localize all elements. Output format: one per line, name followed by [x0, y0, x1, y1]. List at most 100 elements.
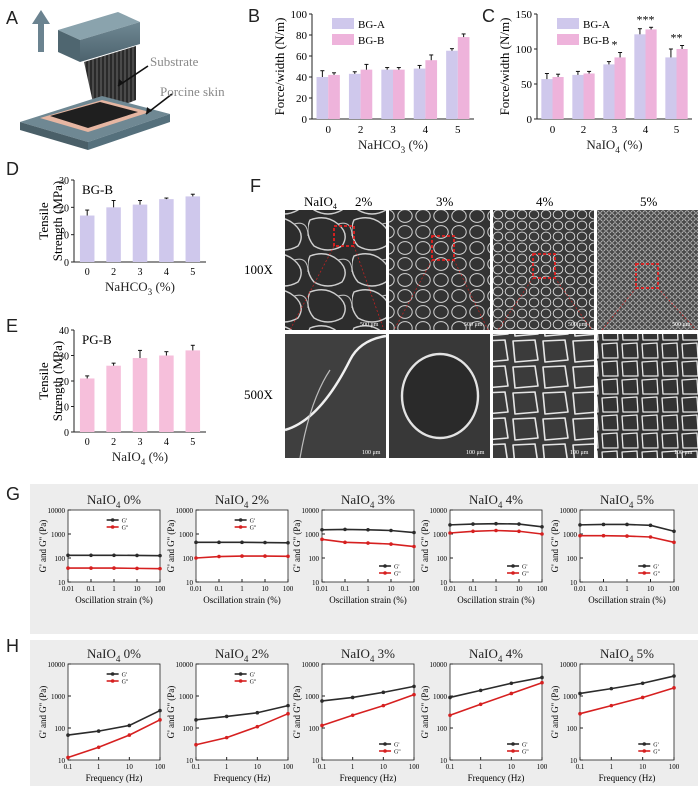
- series-g-prime-point: [471, 522, 475, 526]
- x-tick-label: 0.01: [190, 585, 203, 593]
- series-g-double-prime-point: [286, 554, 290, 558]
- x-tick-label: 2: [111, 267, 116, 278]
- x-axis-label: NaIO4 (%): [112, 449, 168, 467]
- series-g-prime-point: [343, 528, 347, 532]
- bar: [349, 74, 361, 119]
- bar: [80, 378, 95, 432]
- x-tick-label: 2: [358, 124, 364, 136]
- bar: [572, 75, 583, 119]
- legend-marker: [239, 518, 243, 522]
- plot-area: [196, 664, 288, 760]
- series-g-prime-point: [448, 696, 452, 700]
- series-g-prime-point: [135, 554, 139, 558]
- x-tick-label: 100: [409, 763, 420, 771]
- series-g-double-prime-point: [112, 566, 116, 570]
- series-g-double-prime-point: [412, 545, 416, 549]
- series-g-prime-point: [351, 696, 355, 700]
- legend-swatch: [332, 18, 354, 29]
- bar: [615, 57, 626, 119]
- x-tick-label: 0.01: [62, 585, 75, 593]
- series-g-double-prime-point: [578, 534, 582, 538]
- x-tick-label: 0.1: [341, 585, 350, 593]
- y-tick-label: 100: [437, 555, 448, 563]
- series-g-prime-point: [225, 715, 229, 719]
- legend-label: G'': [250, 526, 257, 532]
- y-tick-label: 10000: [176, 507, 194, 515]
- legend-label: G'': [653, 572, 660, 578]
- y-axis-label: Tensile: [36, 362, 51, 400]
- series-g-double-prime-point: [471, 529, 475, 533]
- legend-label: G': [122, 673, 127, 679]
- panel-letter-a: A: [6, 8, 18, 28]
- legend-label: G'': [394, 750, 401, 756]
- series-g-prime-point: [286, 704, 290, 708]
- series-g-double-prime-point: [641, 696, 645, 700]
- legend-marker: [383, 742, 387, 746]
- series-g-prime-point: [263, 541, 267, 545]
- x-tick-label: 10: [516, 585, 524, 593]
- legend-marker: [111, 672, 115, 676]
- significance-marker: *: [612, 38, 618, 52]
- legend-marker: [642, 564, 646, 568]
- series-g-double-prime-point: [263, 554, 267, 558]
- x-tick-label: 1: [494, 585, 498, 593]
- x-tick-label: 1: [366, 585, 370, 593]
- panel-letter-c: C: [482, 6, 495, 26]
- x-axis-label: NaHCO3 (%): [358, 137, 428, 155]
- x-tick-label: 1: [97, 763, 101, 771]
- legend-marker: [111, 679, 115, 683]
- y-tick-label: 50: [521, 79, 533, 91]
- series-g-double-prime-point: [194, 743, 198, 747]
- series-g-prime-point: [256, 711, 260, 715]
- sem-col-label-2: 2%: [355, 194, 373, 209]
- y-tick-label: 10000: [302, 661, 320, 669]
- y-tick-label: 100: [437, 725, 448, 733]
- x-tick-label: 100: [409, 585, 420, 593]
- series-g-prime-point: [240, 541, 244, 545]
- scalebar-2pct-500x: 100 μm: [362, 450, 381, 456]
- bar: [381, 70, 393, 119]
- x-tick-label: 100: [537, 763, 548, 771]
- y-tick-label: 100: [567, 725, 578, 733]
- x-tick-label: 4: [164, 267, 169, 278]
- legend-label: G': [122, 519, 127, 525]
- series-g-double-prime-point: [510, 692, 514, 696]
- series-g-double-prime-point: [217, 555, 221, 559]
- x-tick-label: 10: [639, 763, 647, 771]
- y-tick-label: 10000: [48, 507, 66, 515]
- series-g-double-prime-point: [412, 693, 416, 697]
- series-g-prime-point: [412, 685, 416, 689]
- y-tick-label: 100: [516, 44, 533, 56]
- series-g-prime-point: [448, 523, 452, 527]
- y-tick-label: 80: [296, 30, 308, 42]
- legend-marker: [239, 672, 243, 676]
- scalebar-4pct-500x: 100 μm: [570, 450, 589, 456]
- sem-image-3pct-100x: [389, 210, 490, 330]
- x-tick-label: 2: [581, 124, 587, 136]
- series-g-prime-point: [382, 691, 386, 695]
- legend-label: BG-B: [583, 35, 609, 47]
- peel-test-illustration: Substrate Porcine skin: [20, 10, 225, 150]
- x-tick-label: 4: [164, 437, 169, 448]
- y-tick-label: 0: [302, 114, 308, 126]
- bar: [186, 350, 201, 432]
- series-g-prime-point: [194, 541, 198, 545]
- x-tick-label: 5: [190, 267, 195, 278]
- sem-col-label-4: 4%: [536, 194, 554, 209]
- series-g-prime-point: [494, 522, 498, 526]
- plot-area: [450, 664, 542, 760]
- x-tick-label: 0.01: [316, 585, 329, 593]
- bar: [159, 199, 174, 262]
- x-axis-label: Frequency (Hz): [340, 773, 397, 783]
- x-axis-label: Frequency (Hz): [599, 773, 656, 783]
- y-axis-label: G' and G'' (Pa): [166, 686, 176, 739]
- series-g-double-prime-point: [672, 541, 676, 545]
- series-g-double-prime-point: [66, 756, 70, 760]
- bar: [425, 60, 437, 119]
- y-tick-label: 1000: [563, 531, 578, 539]
- x-axis-label: Frequency (Hz): [468, 773, 525, 783]
- x-axis-label: Frequency (Hz): [214, 773, 271, 783]
- series-g-double-prime-point: [578, 712, 582, 716]
- legend-marker: [511, 571, 515, 575]
- y-tick-label: 100: [55, 725, 66, 733]
